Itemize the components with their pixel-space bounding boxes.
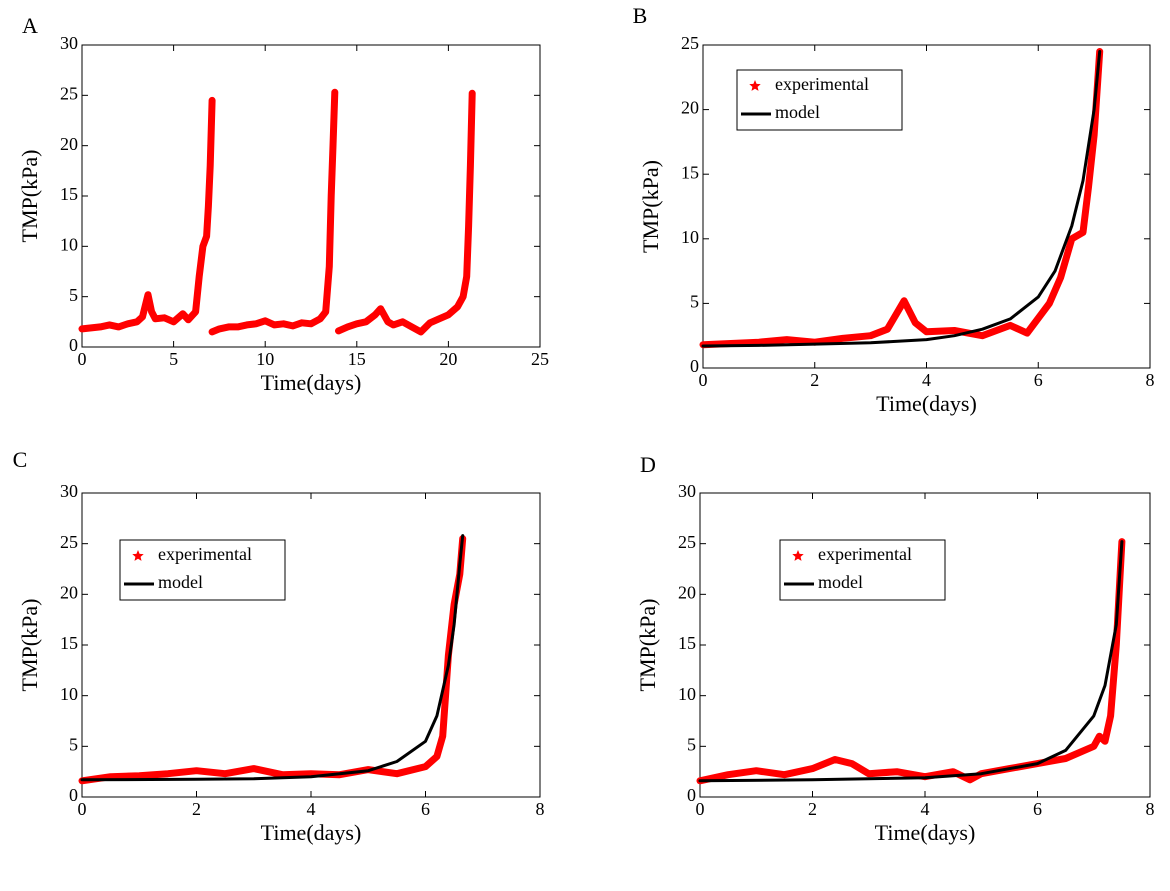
legend-marker xyxy=(749,80,761,91)
y-tick-label: 15 xyxy=(678,633,696,653)
x-tick-label: 0 xyxy=(696,799,705,819)
y-tick-label: 25 xyxy=(678,532,696,552)
y-tick-label: 0 xyxy=(69,785,78,805)
y-tick-label: 10 xyxy=(60,234,78,254)
x-tick-label: 2 xyxy=(808,799,817,819)
x-tick-label: 6 xyxy=(421,799,430,819)
y-tick-label: 15 xyxy=(681,162,699,182)
model-line xyxy=(80,534,465,782)
x-axis-label: Time(days) xyxy=(876,391,977,416)
x-tick-label: 8 xyxy=(1146,370,1155,390)
y-tick-label: 15 xyxy=(60,633,78,653)
legend-label: model xyxy=(818,572,863,592)
y-tick-label: 25 xyxy=(60,532,78,552)
x-tick-label: 4 xyxy=(921,799,930,819)
legend-marker xyxy=(792,550,804,561)
x-tick-label: 5 xyxy=(169,349,178,369)
y-tick-label: 5 xyxy=(690,292,699,312)
x-axis-label: Time(days) xyxy=(875,820,976,845)
y-tick-label: 20 xyxy=(60,582,78,602)
y-tick-label: 5 xyxy=(69,285,78,305)
legend-box xyxy=(779,539,946,601)
x-tick-label: 2 xyxy=(192,799,201,819)
y-tick-label: 30 xyxy=(60,33,78,53)
y-tick-label: 10 xyxy=(678,684,696,704)
y-axis-label: TMP(kPa) xyxy=(17,599,42,692)
experimental-points xyxy=(78,88,476,336)
y-axis-label: TMP(kPa) xyxy=(17,150,42,243)
x-tick-label: 15 xyxy=(348,349,366,369)
legend-label: model xyxy=(775,102,820,122)
legend-box xyxy=(119,539,286,601)
x-tick-label: 6 xyxy=(1034,370,1043,390)
legend-label: model xyxy=(158,572,203,592)
y-tick-label: 5 xyxy=(687,734,696,754)
x-tick-label: 20 xyxy=(439,349,457,369)
x-tick-label: 4 xyxy=(922,370,931,390)
y-axis-label: TMP(kPa) xyxy=(638,160,663,253)
x-tick-label: 25 xyxy=(531,349,549,369)
y-tick-label: 10 xyxy=(60,684,78,704)
x-tick-label: 0 xyxy=(699,370,708,390)
legend-label: experimental xyxy=(775,74,869,94)
legend-label: experimental xyxy=(158,544,252,564)
y-tick-label: 0 xyxy=(690,356,699,376)
x-tick-label: 2 xyxy=(810,370,819,390)
model-line xyxy=(698,540,1124,783)
model-line xyxy=(701,50,1102,348)
y-tick-label: 0 xyxy=(687,785,696,805)
y-tick-label: 20 xyxy=(678,582,696,602)
y-tick-label: 20 xyxy=(681,98,699,118)
y-tick-label: 15 xyxy=(60,184,78,204)
legend-marker xyxy=(132,550,144,561)
legend-box xyxy=(736,69,903,131)
legend-label: experimental xyxy=(818,544,912,564)
y-tick-label: 30 xyxy=(678,481,696,501)
panel-label: A xyxy=(22,13,38,38)
x-axis-label: Time(days) xyxy=(261,370,362,395)
y-tick-label: 30 xyxy=(60,481,78,501)
x-tick-label: 0 xyxy=(78,799,87,819)
panel-label: B xyxy=(633,3,648,28)
experimental-points xyxy=(699,48,1104,349)
panel-label: D xyxy=(640,452,656,477)
panel-label: C xyxy=(13,447,28,472)
x-tick-label: 6 xyxy=(1033,799,1042,819)
x-tick-label: 0 xyxy=(78,349,87,369)
y-tick-label: 10 xyxy=(681,227,699,247)
x-tick-label: 10 xyxy=(256,349,274,369)
x-tick-label: 8 xyxy=(536,799,545,819)
y-tick-label: 20 xyxy=(60,134,78,154)
x-axis-label: Time(days) xyxy=(261,820,362,845)
x-tick-label: 8 xyxy=(1146,799,1155,819)
plot-frame xyxy=(81,492,541,798)
y-tick-label: 25 xyxy=(60,83,78,103)
y-axis-label: TMP(kPa) xyxy=(635,599,660,692)
y-tick-label: 5 xyxy=(69,734,78,754)
y-tick-label: 0 xyxy=(69,335,78,355)
x-tick-label: 4 xyxy=(307,799,316,819)
y-tick-label: 25 xyxy=(681,33,699,53)
